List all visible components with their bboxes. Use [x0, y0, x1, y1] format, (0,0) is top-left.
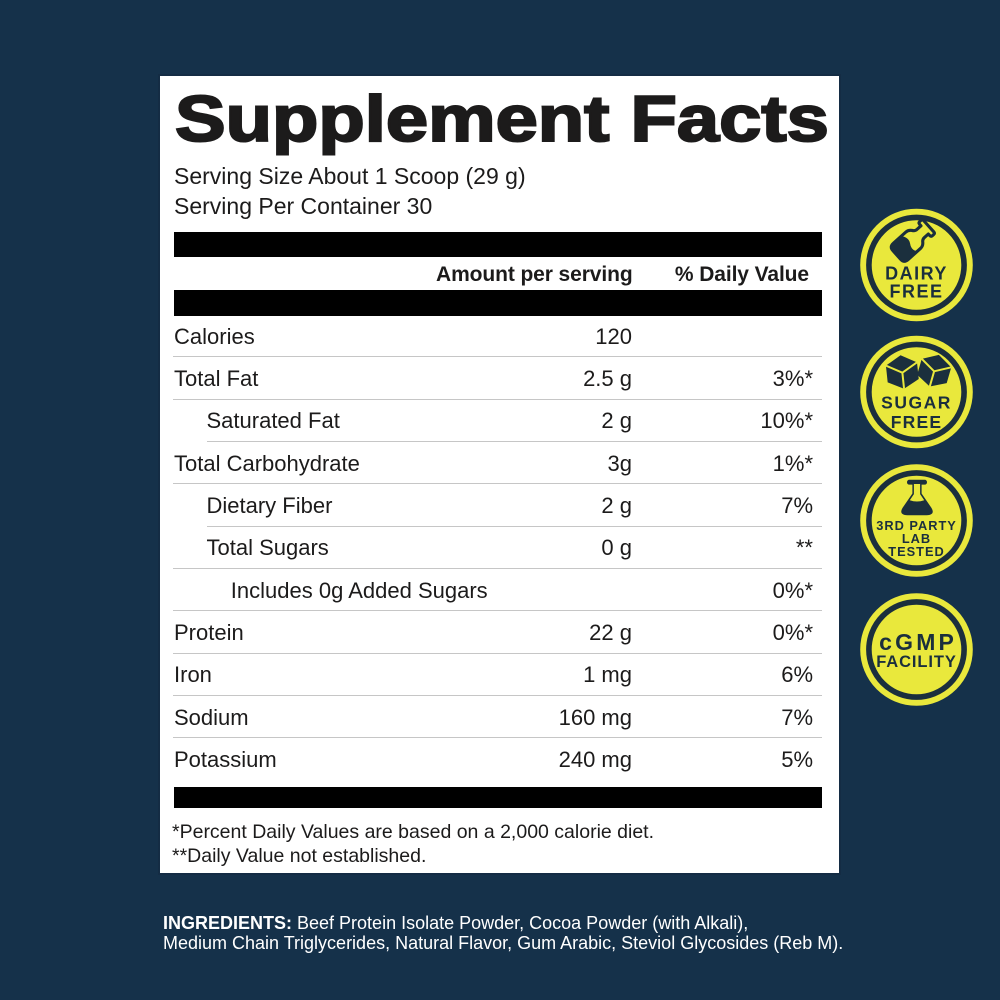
svg-text:SUGAR: SUGAR	[881, 393, 952, 413]
svg-text:LAB: LAB	[902, 531, 931, 546]
svg-text:TESTED: TESTED	[888, 544, 944, 559]
svg-text:cGMP: cGMP	[879, 629, 957, 655]
svg-text:FREE: FREE	[891, 412, 942, 432]
svg-text:DAIRY: DAIRY	[885, 264, 948, 284]
svg-text:FACILITY: FACILITY	[876, 653, 957, 671]
svg-text:FREE: FREE	[889, 282, 943, 302]
svg-text:3RD PARTY: 3RD PARTY	[876, 518, 957, 533]
